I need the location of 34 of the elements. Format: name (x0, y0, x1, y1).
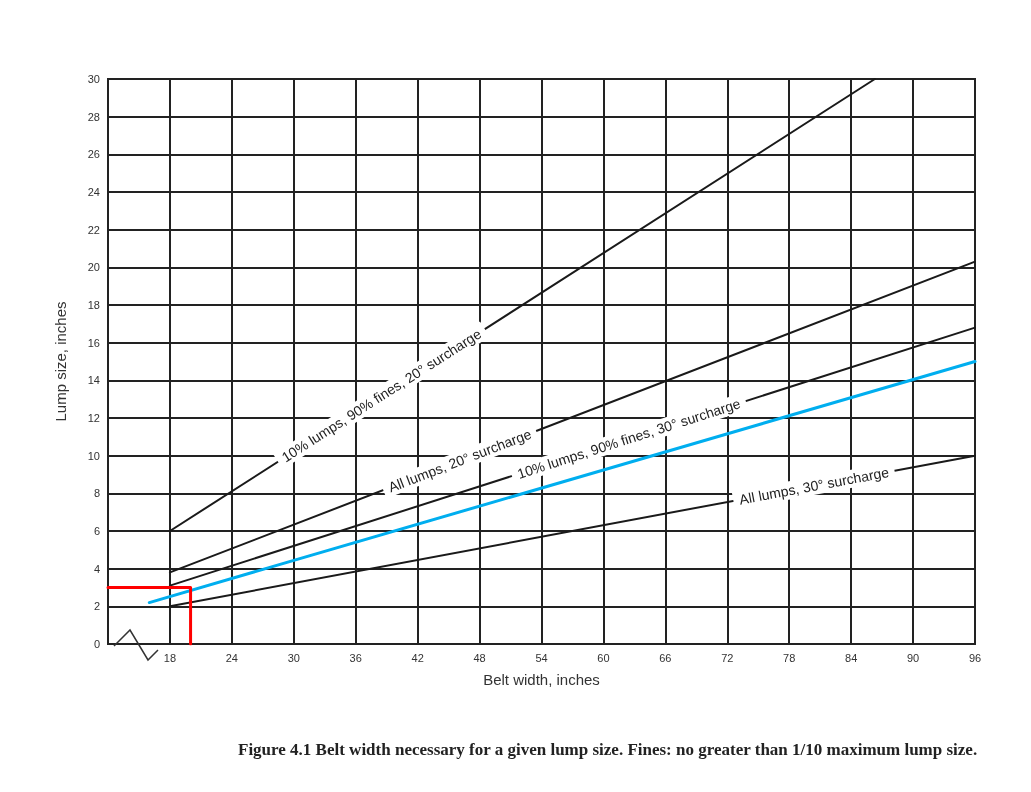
x-tick-label: 48 (473, 651, 486, 664)
y-tick-label: 0 (93, 638, 100, 650)
y-tick-label: 22 (87, 223, 100, 236)
x-tick-label: 36 (349, 651, 362, 664)
y-tick-label: 20 (87, 261, 100, 274)
x-tick-label: 18 (163, 651, 177, 664)
x-tick-label: 96 (968, 651, 982, 664)
y-tick-label: 8 (93, 487, 100, 500)
y-tick-label: 4 (93, 562, 100, 575)
y-axis-title: Lump size, inches (52, 301, 69, 422)
x-tick-label: 42 (411, 651, 424, 664)
x-tick-label: 24 (225, 651, 238, 664)
x-tick-label: 66 (659, 651, 672, 664)
y-tick-label: 26 (87, 148, 100, 161)
x-tick-label: 78 (783, 651, 796, 664)
y-tick-label: 2 (93, 600, 100, 613)
x-axis-title: Belt width, inches (483, 671, 600, 688)
x-tick-label: 30 (287, 651, 300, 664)
x-tick-label: 84 (845, 651, 858, 664)
y-tick-label: 16 (87, 336, 100, 349)
y-tick-label: 10 (87, 449, 100, 462)
y-tick-label: 14 (87, 374, 100, 387)
text: All lumps, 30° surcharge (737, 463, 891, 508)
x-tick-label: 54 (535, 651, 548, 664)
x-tick-label: 72 (721, 651, 734, 664)
y-tick-label: 24 (87, 186, 100, 198)
text: Figure 4.1 Belt width necessary for a given lump size. Fines: no greater than 1/10 maximum lump size. (238, 739, 978, 759)
y-tick-label: 6 (93, 525, 100, 537)
y-tick-label: 30 (87, 73, 100, 85)
x-tick-label: 90 (906, 651, 920, 664)
y-tick-label: 28 (87, 110, 100, 123)
y-tick-label: 18 (87, 299, 100, 311)
x-tick-label: 60 (597, 651, 610, 664)
y-tick-label: 12 (87, 412, 100, 424)
